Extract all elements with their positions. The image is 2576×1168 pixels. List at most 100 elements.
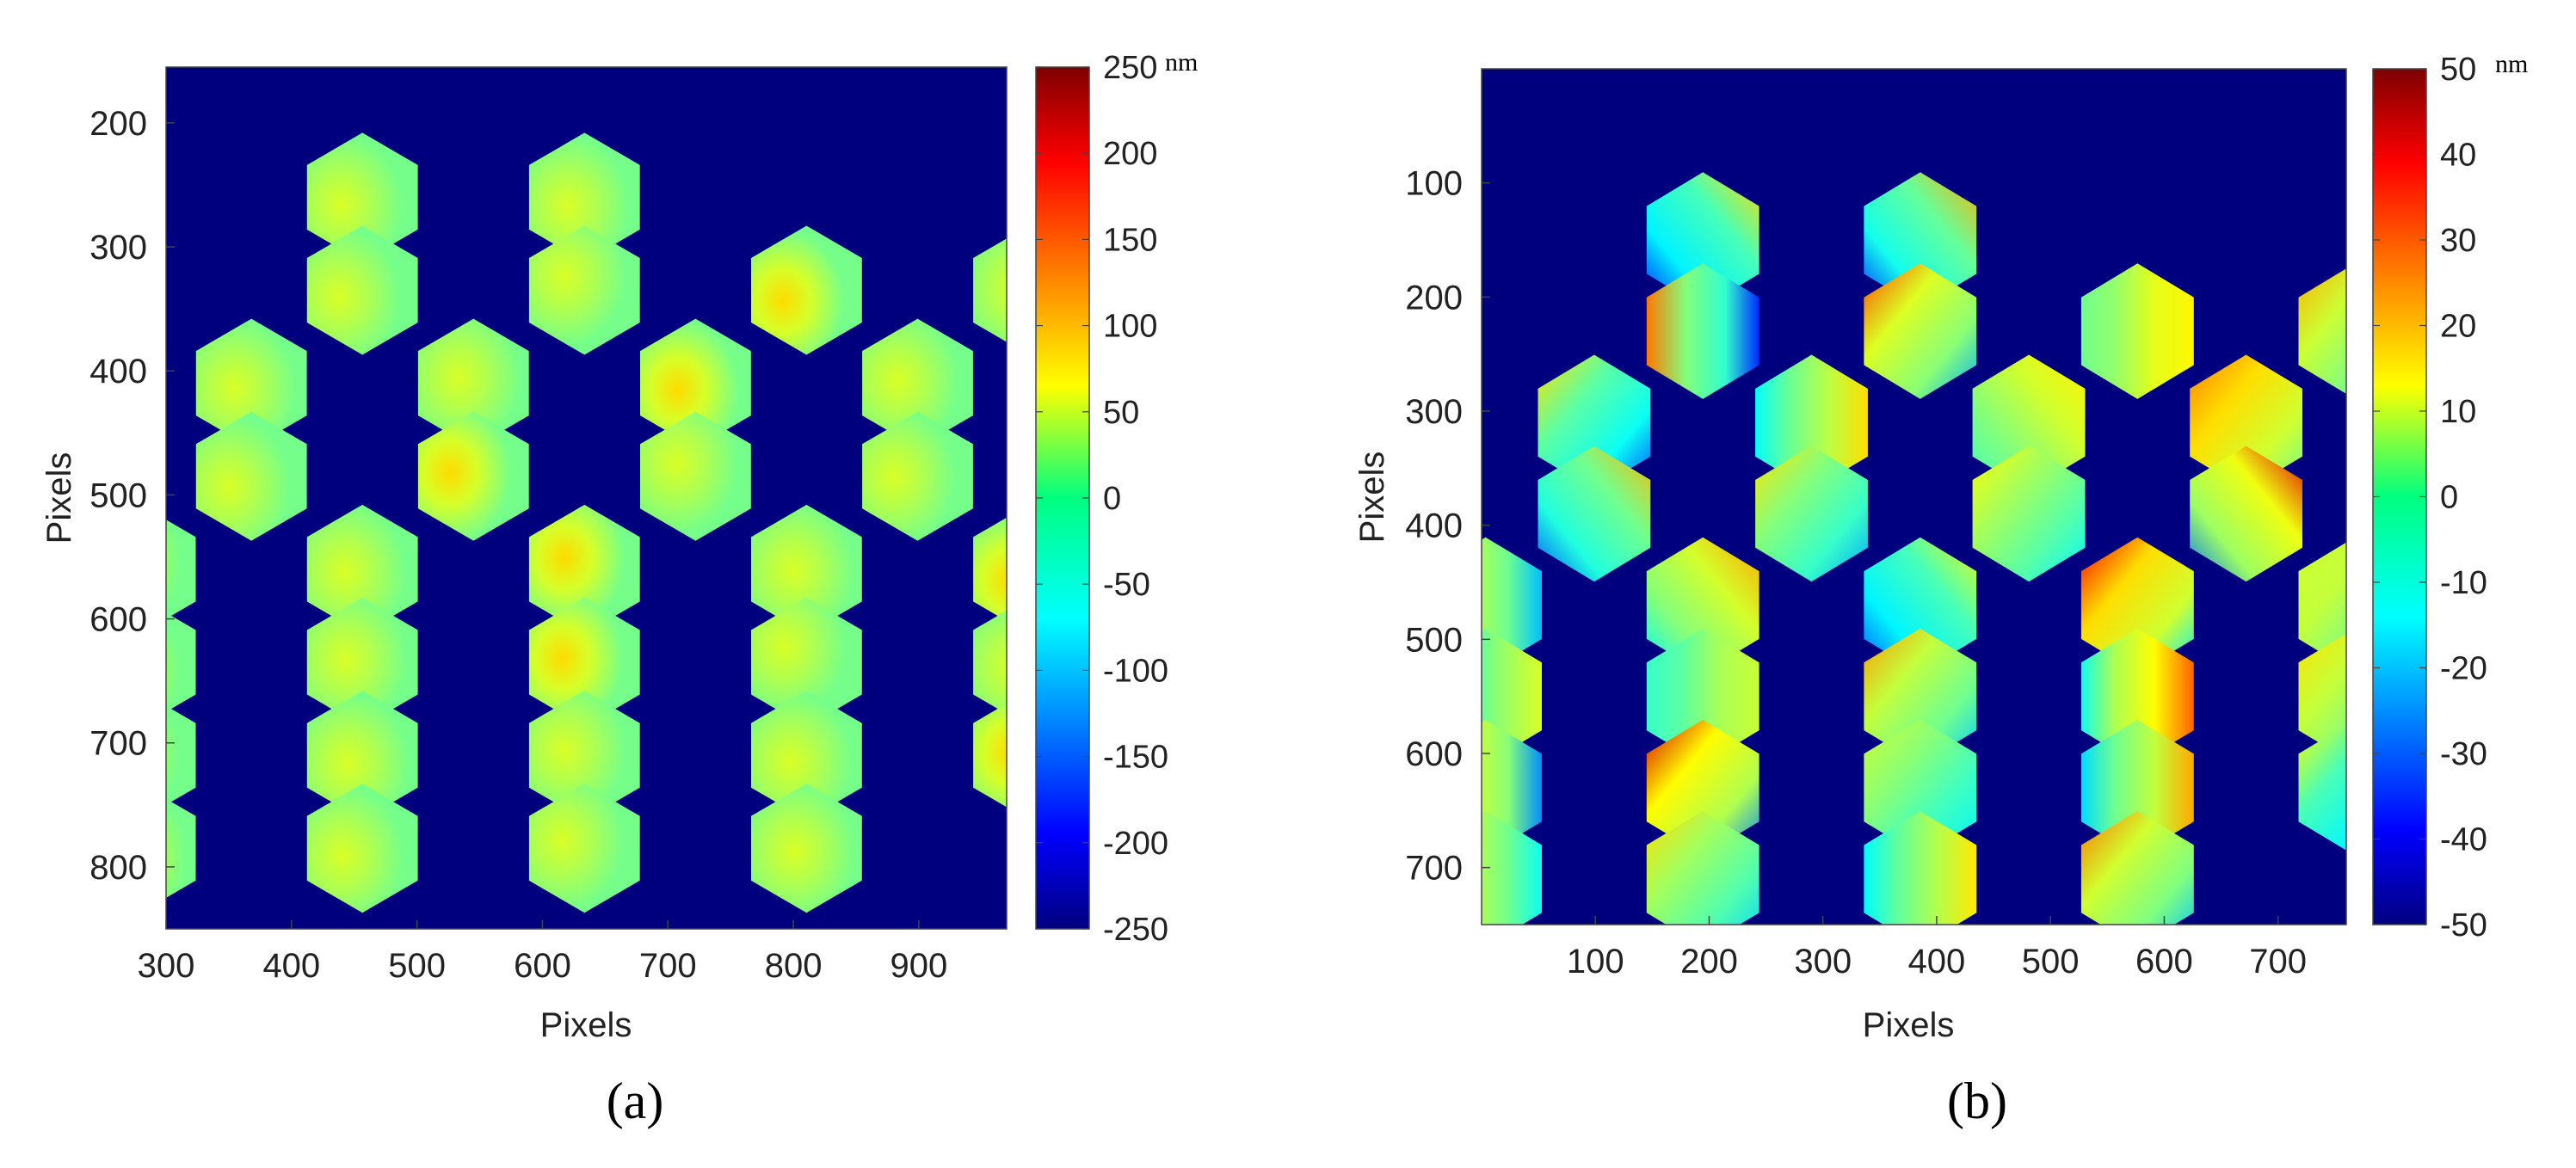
colorbar-tick-label: 30 <box>2440 223 2476 259</box>
mirror-segment <box>751 598 862 727</box>
mirror-segment <box>195 411 307 541</box>
mirror-segment <box>2516 538 2576 673</box>
mirror-segment <box>306 504 418 634</box>
panel-a-colorbar-ticks: 250 200 150 100 50 0 -50 -100 -150 -200 -250 <box>1036 50 1168 948</box>
mirror-segment <box>1646 172 1759 308</box>
x-tick-label: 500 <box>388 947 446 985</box>
mirror-segment <box>2080 720 2194 856</box>
colorbar-tick-label: 0 <box>1103 481 1121 517</box>
mirror-segment <box>1864 811 1977 925</box>
mirror-segment <box>166 798 196 898</box>
mirror-segment <box>1306 319 1417 448</box>
colorbar-tick-label: -250 <box>1103 912 1168 948</box>
colorbar-tick-label: -200 <box>1103 826 1168 862</box>
mirror-segment <box>1646 537 1759 673</box>
mirror-segment <box>306 598 418 727</box>
mirror-segment <box>1646 628 1759 765</box>
mirror-segment <box>2080 263 2194 399</box>
y-tick-label: 300 <box>89 229 147 267</box>
colorbar-tick-label: -150 <box>1103 740 1168 776</box>
x-tick-label: 100 <box>1567 943 1624 981</box>
mirror-segment <box>640 318 751 448</box>
x-tick-label: 200 <box>1680 943 1738 981</box>
panel-b-plot-frame <box>1481 68 2347 925</box>
mirror-segment <box>166 519 196 619</box>
colorbar-tick-label: 0 <box>2440 480 2458 516</box>
panel-b-colorbar-unit: nm <box>2495 50 2528 78</box>
mirror-segment <box>973 610 1007 715</box>
caption-a: (a) <box>607 1073 664 1129</box>
x-tick-label: 500 <box>2022 943 2080 981</box>
x-tick-label: 600 <box>2135 943 2193 981</box>
mirror-segment <box>1972 354 2086 491</box>
mirror-segment <box>306 132 418 262</box>
mirror-segment <box>2298 724 2346 851</box>
mirror-segment <box>1084 412 1195 541</box>
mirror-segment <box>1195 505 1306 634</box>
mirror-segment <box>862 318 973 448</box>
colorbar-tick-label: 150 <box>1103 222 1157 258</box>
mirror-segment <box>306 784 418 913</box>
y-tick-label: 500 <box>89 476 147 514</box>
mirror-segment <box>2080 811 2194 925</box>
colorbar-tick-label: 20 <box>2440 309 2476 345</box>
y-tick-label: 300 <box>1405 393 1463 431</box>
panel-b: 100 200 300 400 500 600 700 100200300400500600… <box>1353 50 2576 1044</box>
colorbar-tick-label: 10 <box>2440 394 2476 430</box>
y-tick-label: 400 <box>1405 507 1463 545</box>
panel-a-x-axis-label: Pixels <box>540 1006 632 1044</box>
colorbar-tick-label: -100 <box>1103 653 1168 689</box>
mirror-segment <box>528 504 640 634</box>
mirror-segment <box>306 225 418 355</box>
panel-b-x-axis-label: Pixels <box>1863 1006 1955 1044</box>
mirror-segment <box>417 318 529 448</box>
x-tick-label: 400 <box>1908 943 1966 981</box>
mirror-segment <box>195 318 307 448</box>
x-tick-label: 700 <box>2249 943 2307 981</box>
x-tick-label: 800 <box>765 947 823 985</box>
mirror-segment <box>2516 263 2576 399</box>
y-tick-label: 400 <box>89 353 147 390</box>
mirror-segment <box>1864 628 1977 765</box>
mirror-segment <box>1646 263 1759 399</box>
colorbar-tick-label: -20 <box>2440 651 2487 687</box>
colorbar-tick-label: -50 <box>2440 907 2487 944</box>
panel-b-y-ticks: 100 200 300 400 500 600 700 <box>1405 165 1490 888</box>
panel-b-colorbar <box>2372 68 2427 925</box>
mirror-segment <box>751 504 862 634</box>
panel-a-y-ticks: 200 300 400 500 600 700 800 <box>89 105 175 887</box>
mirror-segment <box>2298 268 2346 394</box>
mirror-segment <box>2298 633 2346 759</box>
mirror-segment <box>166 705 196 805</box>
mirror-segment <box>1195 226 1306 355</box>
mirror-segment <box>1538 446 1651 582</box>
x-tick-label: 400 <box>262 947 320 985</box>
panel-b-y-axis-label: Pixels <box>1353 452 1391 544</box>
y-tick-label: 700 <box>89 725 147 763</box>
mirror-segment <box>528 132 640 262</box>
x-tick-label: 600 <box>514 947 571 985</box>
colorbar-tick-label: 50 <box>1103 395 1139 431</box>
mirror-segment <box>2190 446 2302 582</box>
mirror-segment <box>973 238 1007 342</box>
mirror-segment <box>166 612 196 712</box>
colorbar-tick-label: 40 <box>2440 138 2476 174</box>
mirror-segment <box>528 598 640 727</box>
mirror-segment <box>528 691 640 821</box>
mirror-segment <box>862 411 973 541</box>
colorbar-tick-label: 100 <box>1103 309 1157 345</box>
x-tick-label: 900 <box>891 947 948 985</box>
y-tick-label: 500 <box>1405 621 1463 659</box>
mirror-segment <box>1646 720 1759 856</box>
mirror-segment <box>1972 446 2086 582</box>
panel-a-plot-frame <box>165 66 1008 930</box>
mirror-segment <box>751 691 862 821</box>
mirror-segment <box>1482 811 1542 925</box>
y-tick-label: 800 <box>89 849 147 887</box>
mirror-segment <box>2298 542 2346 668</box>
colorbar-tick-label: -50 <box>1103 567 1150 603</box>
y-tick-label: 200 <box>89 105 147 143</box>
mirror-segment <box>2080 537 2194 673</box>
colorbar-tick-label: -30 <box>2440 736 2487 772</box>
